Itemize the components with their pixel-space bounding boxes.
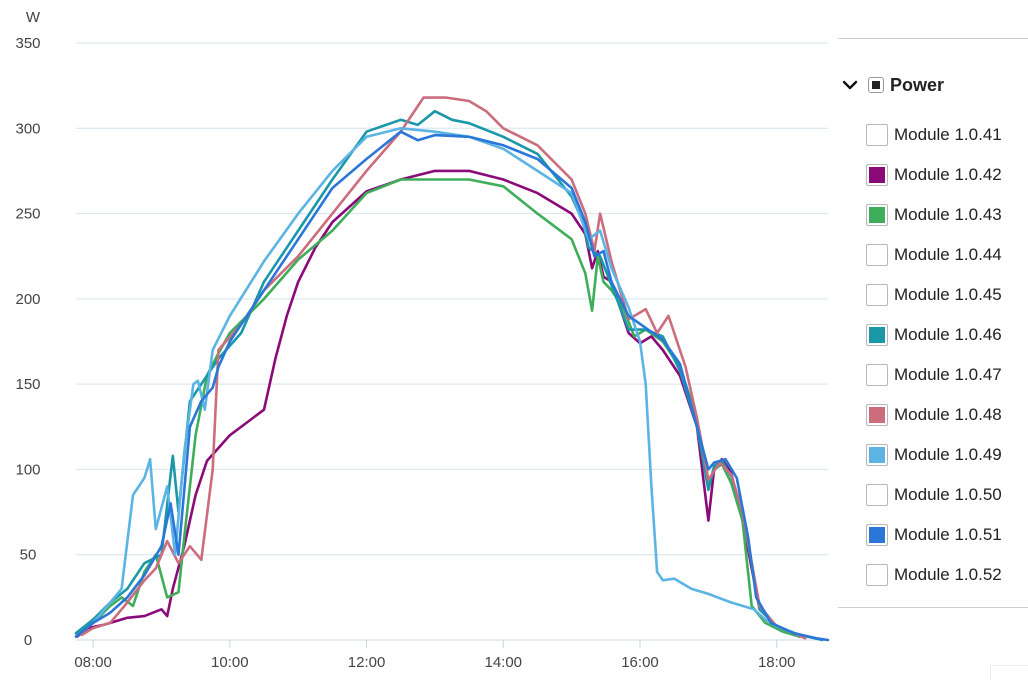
legend-item-label: Module 1.0.47 bbox=[894, 365, 1002, 384]
legend-swatch[interactable] bbox=[866, 284, 888, 306]
legend-item-label: Module 1.0.46 bbox=[894, 325, 1002, 344]
legend-swatch-fill bbox=[869, 327, 885, 343]
y-tick-label: 0 bbox=[24, 632, 32, 649]
y-tick-label: 150 bbox=[15, 376, 40, 393]
legend-item-label: Module 1.0.50 bbox=[894, 485, 1002, 504]
legend-item[interactable]: Module 1.0.51 bbox=[866, 515, 1002, 555]
legend-item[interactable]: Module 1.0.48 bbox=[866, 395, 1002, 435]
legend-swatch[interactable] bbox=[866, 204, 888, 226]
series-line-module-1-0-48 bbox=[80, 96, 807, 640]
y-tick-label: 200 bbox=[15, 291, 40, 308]
chart-canvas: 0 50 100 150 200 250 300 350 W 08:00 10:00 12:00 14:… bbox=[15, 9, 830, 671]
group-swatch-fill bbox=[872, 81, 880, 89]
legend-item-label: Module 1.0.52 bbox=[894, 565, 1002, 584]
legend-item[interactable]: Module 1.0.43 bbox=[866, 195, 1002, 235]
legend-item[interactable]: Module 1.0.52 bbox=[866, 555, 1002, 595]
series-line-module-1-0-49 bbox=[74, 127, 801, 638]
legend-item-label: Module 1.0.48 bbox=[894, 405, 1002, 424]
legend-item-label: Module 1.0.42 bbox=[894, 165, 1002, 184]
legend-swatch[interactable] bbox=[866, 484, 888, 506]
legend-swatch[interactable] bbox=[866, 404, 888, 426]
legend-item[interactable]: Module 1.0.42 bbox=[866, 155, 1002, 195]
legend-swatch[interactable] bbox=[866, 164, 888, 186]
series-line-module-1-0-46 bbox=[74, 109, 824, 642]
x-tick-label: 12:00 bbox=[348, 654, 386, 671]
legend-item-label: Module 1.0.49 bbox=[894, 445, 1002, 464]
x-tick-label: 18:00 bbox=[758, 654, 796, 671]
legend-item[interactable]: Module 1.0.47 bbox=[866, 355, 1002, 395]
legend-swatch[interactable] bbox=[866, 564, 888, 586]
legend-item-label: Module 1.0.44 bbox=[894, 245, 1002, 264]
y-axis-unit-label: W bbox=[26, 9, 41, 26]
y-tick-label: 50 bbox=[20, 547, 37, 564]
y-tick-label: 250 bbox=[15, 206, 40, 223]
legend-item[interactable]: Module 1.0.50 bbox=[866, 475, 1002, 515]
x-tick-label: 14:00 bbox=[484, 654, 522, 671]
legend-item[interactable]: Module 1.0.45 bbox=[866, 275, 1002, 315]
corner-handle bbox=[990, 665, 1028, 680]
legend-swatch-fill bbox=[869, 167, 885, 183]
legend-swatch-fill bbox=[869, 407, 885, 423]
y-tick-label: 100 bbox=[15, 461, 40, 478]
legend-swatch-fill bbox=[869, 447, 885, 463]
x-tick-label: 16:00 bbox=[621, 654, 659, 671]
legend-swatch[interactable] bbox=[866, 324, 888, 346]
series-line-module-1-0-42 bbox=[75, 169, 801, 638]
x-tick-label: 08:00 bbox=[74, 654, 112, 671]
legend-swatch[interactable] bbox=[866, 364, 888, 386]
y-tick-label: 350 bbox=[15, 35, 40, 52]
x-tick-label: 10:00 bbox=[211, 654, 249, 671]
power-chart: 0 50 100 150 200 250 300 350 W 08:00 10:00 12:00 14:… bbox=[15, 9, 830, 671]
legend-swatch[interactable] bbox=[866, 244, 888, 266]
group-toggle-checkbox[interactable] bbox=[868, 77, 884, 93]
series-line-module-1-0-51 bbox=[74, 130, 830, 642]
legend-item-label: Module 1.0.41 bbox=[894, 125, 1002, 144]
y-tick-label: 300 bbox=[15, 120, 40, 137]
chevron-down-icon[interactable] bbox=[840, 75, 860, 95]
legend-swatch[interactable] bbox=[866, 124, 888, 146]
legend-group-power[interactable]: Power bbox=[838, 70, 944, 100]
legend-item[interactable]: Module 1.0.44 bbox=[866, 235, 1002, 275]
legend-item-label: Module 1.0.51 bbox=[894, 525, 1002, 544]
legend-item-list: Module 1.0.41 Module 1.0.42 Module 1.0.43 M… bbox=[866, 115, 1002, 595]
legend-group-label: Power bbox=[890, 74, 945, 95]
legend-swatch[interactable] bbox=[866, 444, 888, 466]
legend-item[interactable]: Module 1.0.41 bbox=[866, 115, 1002, 155]
legend-swatch[interactable] bbox=[866, 524, 888, 546]
legend-item-label: Module 1.0.43 bbox=[894, 205, 1002, 224]
legend-item[interactable]: Module 1.0.49 bbox=[866, 435, 1002, 475]
legend-panel: Power Module 1.0.41 Module 1.0.42 Module 1… bbox=[838, 38, 1028, 608]
legend-swatch-fill bbox=[869, 527, 885, 543]
legend-item-label: Module 1.0.45 bbox=[894, 285, 1002, 304]
legend-swatch-fill bbox=[869, 207, 885, 223]
legend-item[interactable]: Module 1.0.46 bbox=[866, 315, 1002, 355]
